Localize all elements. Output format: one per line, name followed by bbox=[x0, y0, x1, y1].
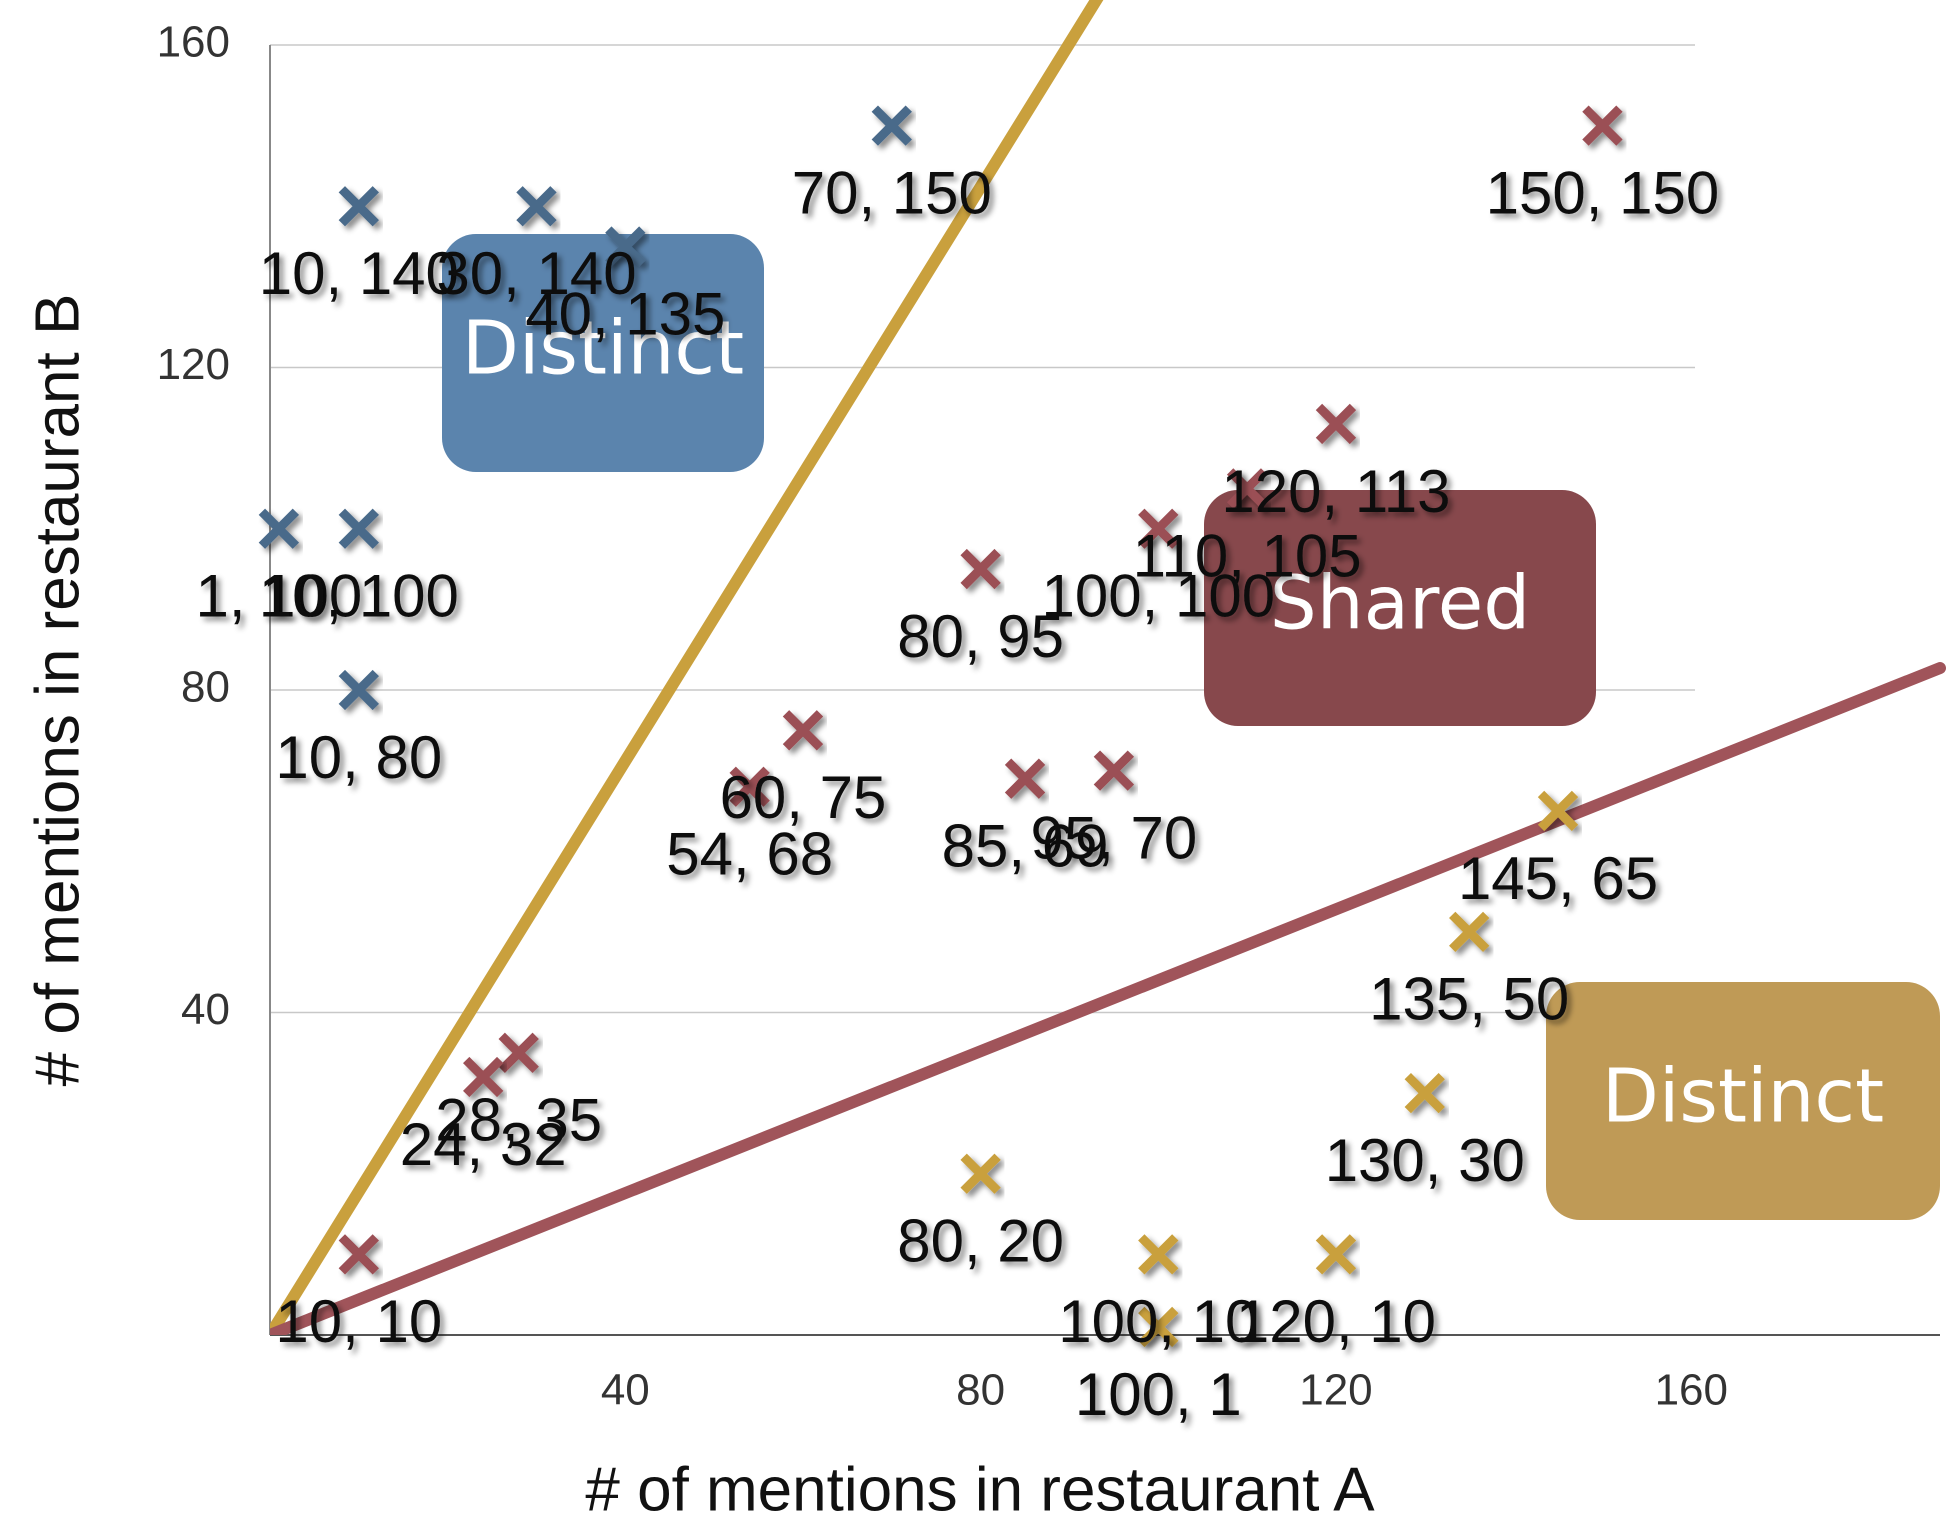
point bbox=[338, 1234, 380, 1275]
point bbox=[338, 186, 380, 227]
data-label: 85, 69 bbox=[942, 813, 1109, 880]
data-label: 95, 70 bbox=[1030, 804, 1197, 871]
y-tick-label: 160 bbox=[157, 18, 230, 67]
data-label: 100, 100 bbox=[1042, 563, 1276, 630]
point bbox=[605, 226, 646, 267]
data-label: 1, 100 bbox=[195, 563, 362, 630]
point bbox=[338, 508, 380, 549]
point bbox=[1537, 790, 1579, 832]
point bbox=[871, 105, 912, 146]
annotation-text: Distinct bbox=[462, 306, 744, 392]
annotation-box bbox=[1546, 982, 1940, 1220]
point bbox=[1226, 468, 1268, 509]
data-label: 30, 140 bbox=[436, 240, 636, 307]
data-label: 60, 75 bbox=[720, 764, 887, 831]
point bbox=[1138, 508, 1179, 549]
data-label: 24, 32 bbox=[400, 1111, 567, 1178]
annotation-text: Distinct bbox=[1602, 1054, 1884, 1140]
annotation-box bbox=[442, 234, 764, 472]
data-label: 10, 10 bbox=[275, 1288, 442, 1355]
annotation-box bbox=[1204, 490, 1596, 726]
point bbox=[498, 1032, 539, 1073]
y-tick-label: 40 bbox=[181, 985, 230, 1034]
point bbox=[1404, 1072, 1445, 1114]
data-label: 80, 95 bbox=[897, 603, 1064, 670]
reference-line bbox=[270, 662, 1946, 1335]
x-tick-label: 40 bbox=[601, 1366, 650, 1415]
point bbox=[729, 766, 770, 807]
x-tick-label: 80 bbox=[956, 1366, 1005, 1415]
point bbox=[516, 186, 557, 227]
data-label: 10, 80 bbox=[275, 724, 442, 791]
data-label: 100, 10 bbox=[1058, 1288, 1258, 1355]
data-label: 150, 150 bbox=[1486, 159, 1720, 226]
y-tick-label: 120 bbox=[157, 340, 230, 389]
x-tick-label: 160 bbox=[1655, 1366, 1728, 1415]
data-label: 135, 50 bbox=[1369, 966, 1569, 1033]
point bbox=[1138, 1234, 1179, 1275]
annotation-text: Shared bbox=[1270, 561, 1531, 647]
point bbox=[1093, 750, 1135, 791]
data-label: 145, 65 bbox=[1458, 845, 1658, 912]
point bbox=[258, 508, 300, 549]
data-label: 40, 135 bbox=[525, 280, 725, 347]
point bbox=[1004, 758, 1046, 799]
point bbox=[463, 1056, 504, 1098]
data-label: 130, 30 bbox=[1325, 1127, 1525, 1194]
point bbox=[1449, 911, 1490, 953]
point bbox=[338, 669, 380, 711]
data-label: 70, 150 bbox=[792, 159, 992, 226]
data-label: 10, 100 bbox=[259, 563, 459, 630]
data-label: 54, 68 bbox=[666, 821, 833, 888]
point bbox=[960, 548, 1001, 590]
point bbox=[1315, 403, 1357, 445]
point bbox=[960, 1153, 1001, 1194]
data-label: 120, 113 bbox=[1221, 458, 1450, 525]
x-axis-title: # of mentions in restaurant A bbox=[585, 1455, 1375, 1524]
y-axis-title: # of mentions in restaurant B bbox=[23, 294, 92, 1087]
data-label: 28, 35 bbox=[435, 1087, 602, 1154]
reference-line bbox=[270, 0, 1104, 1335]
point bbox=[782, 710, 824, 751]
reference-lines bbox=[270, 0, 1946, 1335]
data-label: 10, 140 bbox=[259, 240, 459, 307]
data-label: 110, 105 bbox=[1133, 522, 1362, 589]
point bbox=[1315, 1234, 1357, 1275]
data-label: 120, 10 bbox=[1236, 1288, 1436, 1355]
point bbox=[1582, 105, 1623, 146]
point bbox=[1138, 1306, 1179, 1348]
data-label: 100, 1 bbox=[1075, 1361, 1242, 1428]
data-label: 80, 20 bbox=[897, 1208, 1064, 1275]
y-tick-label: 80 bbox=[181, 663, 230, 712]
x-tick-label: 120 bbox=[1299, 1366, 1372, 1415]
